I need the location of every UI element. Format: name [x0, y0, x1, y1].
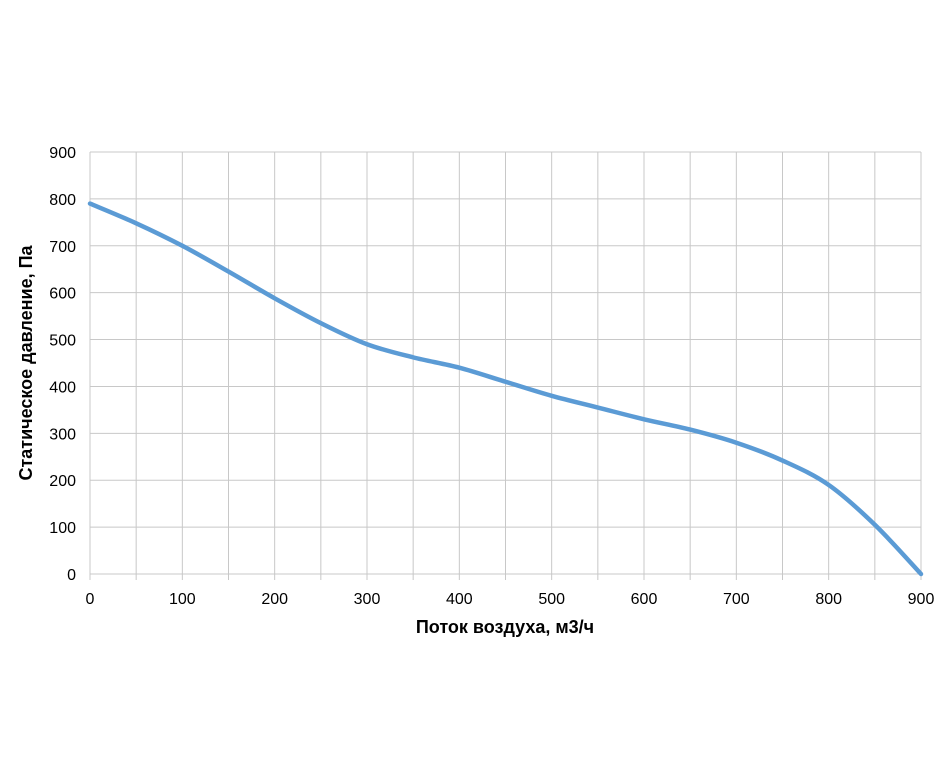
x-tick-label: 800 — [815, 591, 842, 608]
x-tick-labels: 0 100 200 300 400 500 600 700 800 900 — [86, 591, 935, 608]
y-tick-label: 500 — [49, 333, 76, 350]
x-tick-label: 200 — [261, 591, 288, 608]
y-tick-label: 400 — [49, 379, 76, 396]
x-tick-label: 100 — [169, 591, 196, 608]
y-tick-labels: 0 100 200 300 400 500 600 700 800 900 — [49, 145, 76, 584]
y-tick-label: 600 — [49, 286, 76, 303]
y-tick-label: 0 — [67, 567, 76, 584]
y-tick-label: 700 — [49, 239, 76, 256]
y-tick-label: 900 — [49, 145, 76, 162]
x-tick-label: 600 — [631, 591, 658, 608]
x-minor-ticks — [89, 574, 922, 580]
x-tick-label: 0 — [86, 591, 95, 608]
x-tick-label: 300 — [354, 591, 381, 608]
x-tick-label: 700 — [723, 591, 750, 608]
y-tick-label: 200 — [49, 473, 76, 490]
series-layer — [87, 201, 924, 577]
y-tick-label: 300 — [49, 426, 76, 443]
x-tick-label: 500 — [538, 591, 565, 608]
pressure-curve — [87, 201, 924, 577]
x-axis-title: Поток воздуха, м3/ч — [416, 617, 594, 637]
y-tick-label: 800 — [49, 192, 76, 209]
y-tick-label: 100 — [49, 520, 76, 537]
x-tick-label: 900 — [908, 591, 935, 608]
grid — [89, 151, 922, 575]
x-tick-label: 400 — [446, 591, 473, 608]
y-axis-title: Статическое давление, Па — [16, 244, 36, 480]
